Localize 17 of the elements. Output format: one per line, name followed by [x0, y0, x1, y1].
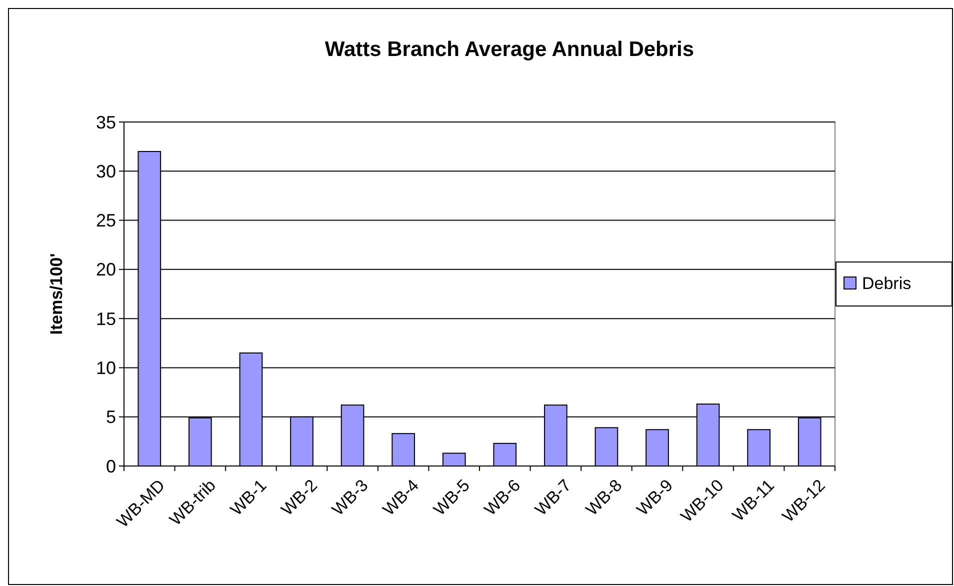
y-tick-label: 35 [96, 112, 116, 132]
bar [392, 433, 415, 466]
bar [493, 442, 517, 466]
y-tick-label: 25 [96, 210, 116, 231]
y-tick-label: 10 [96, 358, 116, 378]
bar [442, 452, 466, 466]
y-tick-label: 20 [96, 260, 116, 280]
bar [646, 429, 669, 466]
y-tick-label: 30 [96, 161, 116, 182]
y-tick-label: 15 [96, 308, 116, 329]
y-tick-label: 5 [106, 407, 116, 428]
bar [594, 427, 618, 466]
chart-title: Watts Branch Average Annual Debris [324, 38, 694, 61]
legend-label: Debris [862, 274, 912, 293]
y-tick-label: 0 [106, 456, 116, 476]
y-axis-title: Items/100' [47, 253, 66, 335]
bar [747, 429, 770, 466]
